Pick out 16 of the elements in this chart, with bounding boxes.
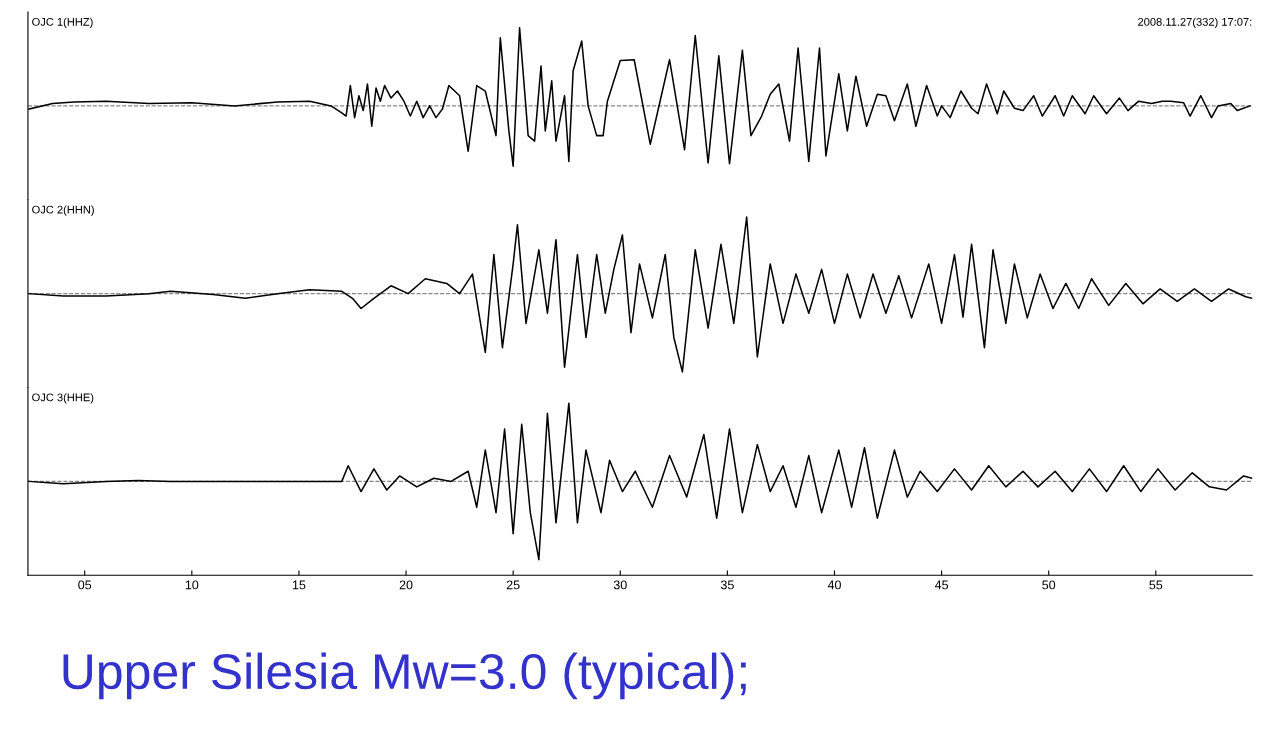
x-tick-label: 30 bbox=[613, 580, 627, 590]
x-tick-label: 35 bbox=[720, 580, 734, 590]
x-tick-label: 25 bbox=[506, 580, 520, 590]
x-tick-label: 15 bbox=[292, 580, 306, 590]
x-tick-label: 55 bbox=[1149, 580, 1163, 590]
x-tick-label: 20 bbox=[399, 580, 413, 590]
x-tick-label: 45 bbox=[934, 580, 949, 590]
x-tick-label: 05 bbox=[78, 580, 92, 590]
text: Upper Silesia Mw=3.0 (typical); bbox=[63, 652, 746, 700]
x-tick-label: 10 bbox=[185, 580, 199, 590]
text: OJC 3(HHE) bbox=[32, 393, 94, 404]
x-tick-label: 50 bbox=[1042, 580, 1056, 590]
text: OJC 1(HHZ) bbox=[32, 17, 93, 28]
x-tick-label: 40 bbox=[827, 580, 841, 590]
annotation: 2008.11.27(332) 17:07: bbox=[1138, 17, 1252, 28]
text: OJC 2(HHN) bbox=[32, 205, 94, 216]
